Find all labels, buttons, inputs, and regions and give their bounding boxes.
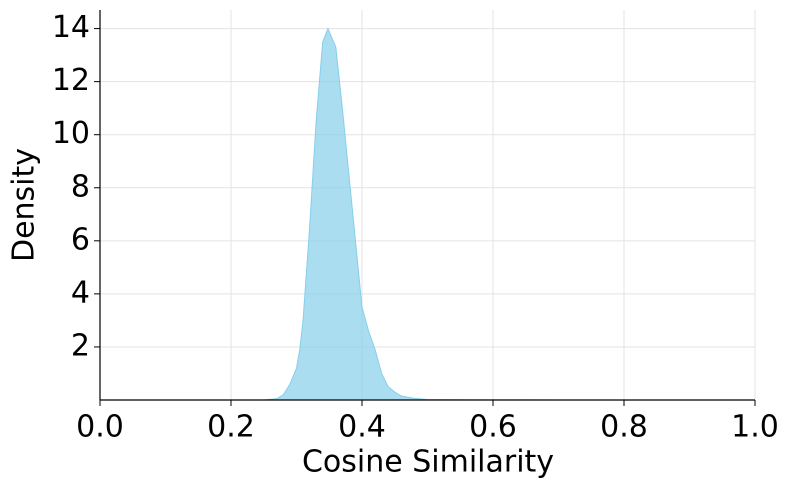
density-line — [263, 27, 559, 401]
x-tick-label: 0.6 — [469, 410, 517, 445]
x-tick-label: 0.4 — [338, 410, 386, 445]
x-tick-label: 0.8 — [600, 410, 648, 445]
y-axis-label: Density — [7, 148, 42, 262]
y-tick-label: 12 — [52, 63, 90, 98]
x-tick-label: 1.0 — [731, 410, 779, 445]
x-axis-label: Cosine Similarity — [302, 445, 554, 480]
x-tick-label: 0.2 — [207, 410, 255, 445]
density-area — [263, 28, 559, 400]
y-tick-label: 14 — [52, 10, 90, 45]
y-tick-label: 2 — [71, 328, 90, 363]
y-tick-label: 8 — [71, 169, 90, 204]
y-tick-label: 4 — [71, 275, 90, 310]
y-tick-label: 10 — [52, 116, 90, 151]
y-tick-label: 6 — [71, 222, 90, 257]
x-tick-label: 0.0 — [76, 410, 124, 445]
